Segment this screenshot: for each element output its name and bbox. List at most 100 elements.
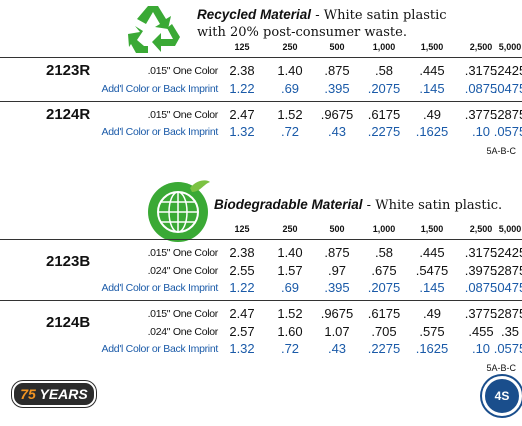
price: 1.52 xyxy=(277,306,303,321)
column-header: 250 xyxy=(282,42,298,52)
addl-price: .10 xyxy=(471,124,491,139)
addl-price: .69 xyxy=(280,280,300,295)
price: .3975 xyxy=(464,262,498,278)
addl-price: .69 xyxy=(280,80,300,96)
material-description: - White satin plastic xyxy=(311,8,447,23)
badge-text: YEARS xyxy=(39,386,88,402)
addl-label: Add'l Color or Back Imprint xyxy=(101,126,219,138)
column-header: 250 xyxy=(282,224,298,234)
column-header: 125 xyxy=(234,42,250,52)
row-label: .024" One Color xyxy=(147,325,219,338)
price: .35 xyxy=(500,323,520,339)
column-header: 2,500 xyxy=(469,42,493,52)
price: 2.47 xyxy=(229,106,255,122)
price: 1.40 xyxy=(277,63,303,78)
addl-price: .2275 xyxy=(367,124,401,139)
price: 1.52 xyxy=(277,106,303,122)
price: .58 xyxy=(374,63,394,78)
section-title: Recycled Material - White satin plastic w… xyxy=(197,6,447,41)
recycle-icon xyxy=(128,6,180,53)
price: .3175 xyxy=(464,245,498,260)
price: 1.60 xyxy=(277,323,303,339)
material-description: with 20% post-consumer waste. xyxy=(197,25,407,40)
rule xyxy=(0,300,522,301)
price: 1.57 xyxy=(277,262,303,278)
price: .49 xyxy=(422,306,442,321)
price: .445 xyxy=(419,63,445,78)
row-label: .015" One Color xyxy=(147,308,219,320)
price: .58 xyxy=(374,245,394,260)
price: .9675 xyxy=(320,306,354,321)
section-code: 5A-B-C xyxy=(486,146,516,156)
column-header: 1,500 xyxy=(420,224,444,234)
price: .3775 xyxy=(464,106,498,122)
price: .2875 xyxy=(493,262,522,278)
badge: 75 YEARS xyxy=(12,381,96,407)
section-title: Biodegradable Material - White satin pla… xyxy=(214,196,502,214)
price: .5475 xyxy=(415,262,449,278)
badge-number: 75 xyxy=(20,386,36,402)
addl-price: .2075 xyxy=(367,80,401,96)
price: .2425 xyxy=(493,245,522,260)
addl-price: .72 xyxy=(280,341,300,356)
addl-label: Add'l Color or Back Imprint xyxy=(101,282,219,294)
product-code: 2123R xyxy=(46,62,91,79)
price: .875 xyxy=(324,245,350,260)
rule xyxy=(0,100,522,102)
addl-price: .10 xyxy=(471,341,491,356)
price: .3775 xyxy=(464,306,498,321)
price: 2.55 xyxy=(229,262,255,278)
column-header: 5,000 xyxy=(498,224,522,234)
product-code: 2124R xyxy=(46,105,91,123)
row-label: .015" One Color xyxy=(147,65,219,77)
rule xyxy=(0,57,522,58)
material-description: - White satin plastic. xyxy=(362,198,503,213)
addl-label: Add'l Color or Back Imprint xyxy=(101,82,219,95)
addl-price: .0875 xyxy=(464,280,498,295)
price: .6175 xyxy=(367,106,401,122)
price: .705 xyxy=(371,323,397,339)
addl-price: .72 xyxy=(280,124,300,139)
price: .2425 xyxy=(493,63,522,78)
addl-price: .0875 xyxy=(464,80,498,96)
price: .2875 xyxy=(493,106,522,122)
price: .9675 xyxy=(320,106,354,122)
material-name: Recycled Material xyxy=(197,7,312,22)
addl-price: 1.32 xyxy=(229,124,255,139)
addl-price: .2075 xyxy=(367,280,401,295)
addl-price: 1.32 xyxy=(229,341,255,356)
column-header: 1,000 xyxy=(372,42,396,52)
rule xyxy=(0,239,522,240)
addl-label: Add'l Color or Back Imprint xyxy=(101,343,219,355)
column-header: 1,500 xyxy=(420,42,444,52)
column-header: 2,500 xyxy=(469,224,493,234)
price: .455 xyxy=(468,323,494,339)
price: 1.40 xyxy=(277,245,303,260)
price: .6175 xyxy=(367,306,401,321)
column-header: 125 xyxy=(234,224,250,234)
addl-price: .0475 xyxy=(493,80,522,96)
material-name: Biodegradable Material xyxy=(214,197,363,212)
price: 1.07 xyxy=(324,323,350,339)
section-code: 5A-B-C xyxy=(486,363,516,373)
price: .3175 xyxy=(464,63,498,78)
price: .675 xyxy=(371,262,397,278)
column-header: 500 xyxy=(329,224,345,234)
price: .445 xyxy=(419,245,445,260)
addl-price: .145 xyxy=(419,280,445,295)
product-code: 2123B xyxy=(46,252,91,270)
price: .575 xyxy=(419,323,445,339)
price: 2.38 xyxy=(229,63,255,78)
addl-price: 1.22 xyxy=(229,280,255,295)
addl-price: .43 xyxy=(327,341,347,356)
addl-price: .43 xyxy=(327,124,347,139)
product-code: 2124B xyxy=(46,313,91,331)
row-label: .024" One Color xyxy=(147,264,219,277)
addl-price: .1625 xyxy=(415,124,449,139)
addl-price: .1625 xyxy=(415,341,449,356)
row-label: .015" One Color xyxy=(147,247,219,259)
column-header: 1,000 xyxy=(372,224,396,234)
price: 2.57 xyxy=(229,323,255,339)
